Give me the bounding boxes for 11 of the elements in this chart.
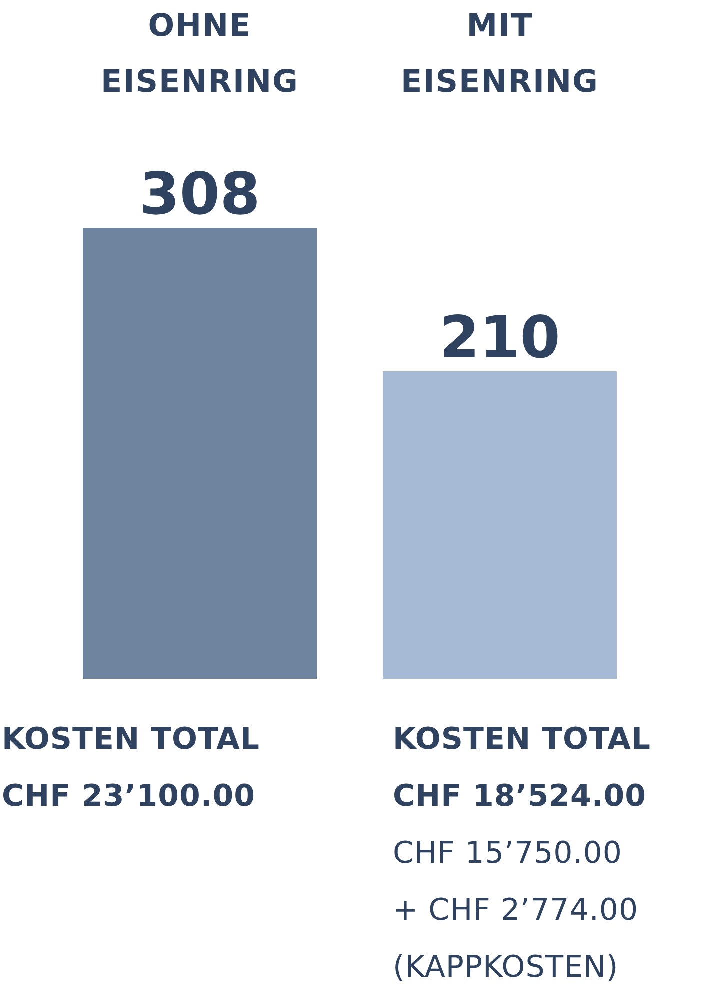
text: (KAPPKOSTEN): [393, 950, 619, 984]
text: CHF 18’524.00: [393, 779, 646, 814]
text: KOSTEN TOTAL: [2, 722, 260, 757]
text: KOSTEN TOTAL: [393, 722, 651, 757]
x-tick-label: OHNE EISENRING: [100, 7, 300, 102]
x-tick-label: MIT EISENRING: [400, 7, 600, 102]
data-label: 210: [439, 304, 561, 372]
text: CHF 15’750.00: [393, 836, 622, 871]
data-label: 308: [139, 160, 261, 228]
text: CHF 23’100.00: [2, 779, 256, 814]
text: + CHF 2’774.00: [393, 893, 639, 928]
